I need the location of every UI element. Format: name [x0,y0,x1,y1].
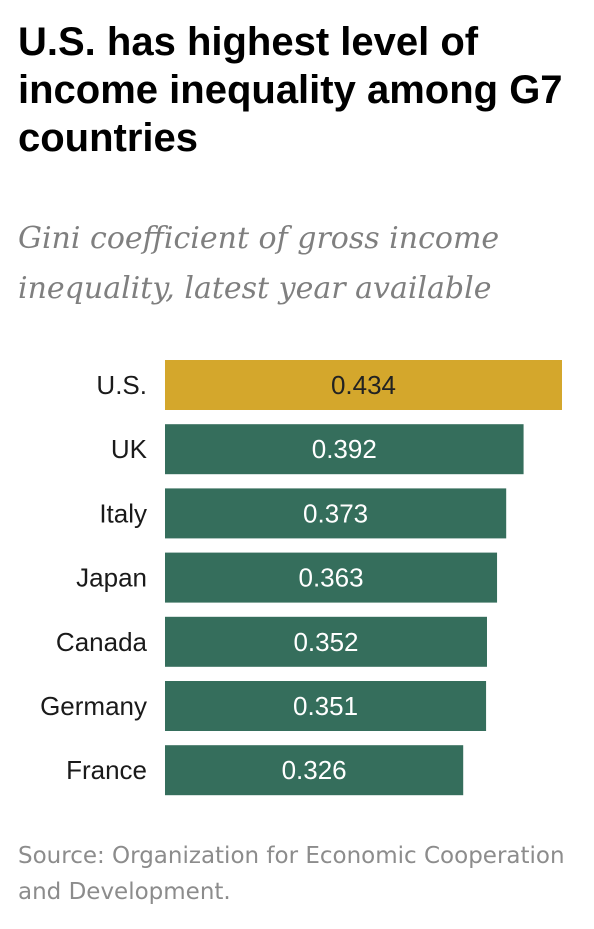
category-label: Canada [56,627,148,657]
value-label: 0.373 [303,498,368,528]
category-label: U.S. [96,370,147,400]
category-label: Japan [76,563,147,593]
bar [165,745,464,796]
bar [165,616,487,667]
value-label: 0.363 [298,563,363,593]
bar [165,552,498,603]
bar [165,360,562,410]
value-label: 0.352 [293,627,358,657]
bar [165,488,507,539]
category-label: France [66,755,147,785]
chart-title: U.S. has highest level of income inequal… [18,20,563,160]
value-label: 0.392 [312,434,377,464]
source-note: Source: Organization for Economic Cooper… [18,843,565,905]
category-label: Italy [99,498,147,528]
category-label: Germany [40,691,147,721]
category-label: UK [111,434,148,464]
bar [165,424,524,475]
value-label: 0.326 [282,755,347,785]
value-label: 0.351 [293,691,358,721]
bar-chart: U.S. 0.434 UK 0.392 Italy 0.373 Japan 0.363 Cana… [40,360,562,796]
value-label: 0.434 [331,370,396,400]
chart-subtitle: Gini coefficient of gross income inequal… [18,221,500,306]
bar [165,681,487,731]
